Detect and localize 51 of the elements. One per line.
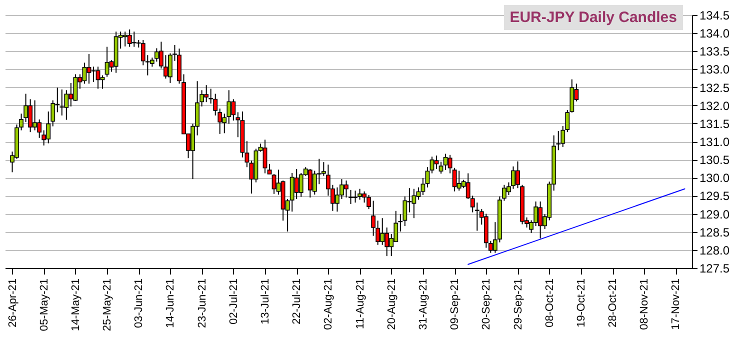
x-tick-label: 26-Apr-21 [6, 278, 19, 328]
x-tick-label: 14-Jun-21 [164, 278, 177, 328]
x-tick-label: 19-Oct-21 [575, 278, 588, 328]
x-tick-label: 13-Jul-21 [260, 278, 272, 324]
y-tick-label: 132.5 [700, 80, 730, 95]
y-tick-label: 132.0 [700, 98, 730, 113]
x-tick-label: 11-Aug-21 [354, 278, 366, 330]
x-tick-label: 29-Sep-21 [512, 278, 524, 330]
candlestick [425, 166, 430, 188]
x-tick-label: 20-Sep-21 [480, 278, 493, 330]
x-tick-label: 25-May-21 [102, 278, 114, 332]
y-tick-label: 130.5 [700, 153, 730, 168]
candlestick [430, 156, 434, 174]
x-tick-label: 23-Jun-21 [196, 278, 208, 328]
y-tick-label: 134.0 [700, 26, 730, 41]
candlestick [244, 140, 250, 168]
x-tick-label: 20-Aug-21 [386, 278, 398, 330]
candlestick [272, 174, 276, 194]
x-tick-label: 14-May-21 [70, 278, 82, 332]
y-tick-label: 131.0 [700, 135, 730, 149]
y-tick-label: 128.0 [700, 243, 730, 258]
y-tick-label: 133.5 [700, 44, 730, 59]
candlestick [438, 161, 444, 174]
x-tick-label: 02-Jul-21 [228, 278, 240, 324]
y-tick-label: 127.5 [700, 262, 730, 276]
x-tick-label: 31-Aug-21 [417, 278, 430, 330]
y-tick-label: 134.5 [700, 8, 730, 22]
x-tick-label: 02-Aug-21 [322, 278, 335, 330]
x-tick-label: 28-Oct-21 [607, 278, 620, 328]
y-tick-label: 129.0 [700, 207, 730, 222]
x-tick-label: 08-Oct-21 [544, 278, 556, 328]
candlestick [86, 54, 92, 84]
candlestick [267, 163, 272, 175]
candlestick [262, 139, 268, 174]
y-tick-label: 128.5 [700, 225, 730, 240]
x-tick-label: 03-Jun-21 [133, 278, 146, 328]
candlestick [60, 88, 64, 116]
y-tick-label: 133.0 [700, 62, 730, 77]
x-tick-label: 22-Jul-21 [291, 278, 304, 324]
y-tick-label: 131.5 [700, 116, 730, 131]
candlestick [434, 155, 439, 170]
x-tick-label: 05-May-21 [38, 278, 50, 332]
y-tick-label: 130.0 [700, 171, 730, 186]
candlestick [82, 62, 87, 84]
candlestick [100, 74, 105, 90]
x-tick-label: 08-Nov-21 [638, 278, 651, 330]
chart-title: EUR-JPY Daily Candles [504, 5, 683, 30]
x-tick-label: 09-Sep-21 [449, 278, 462, 330]
x-tick-label: 17-Nov-21 [670, 278, 682, 330]
y-tick-label: 129.5 [700, 189, 730, 204]
candlestick [474, 202, 480, 232]
